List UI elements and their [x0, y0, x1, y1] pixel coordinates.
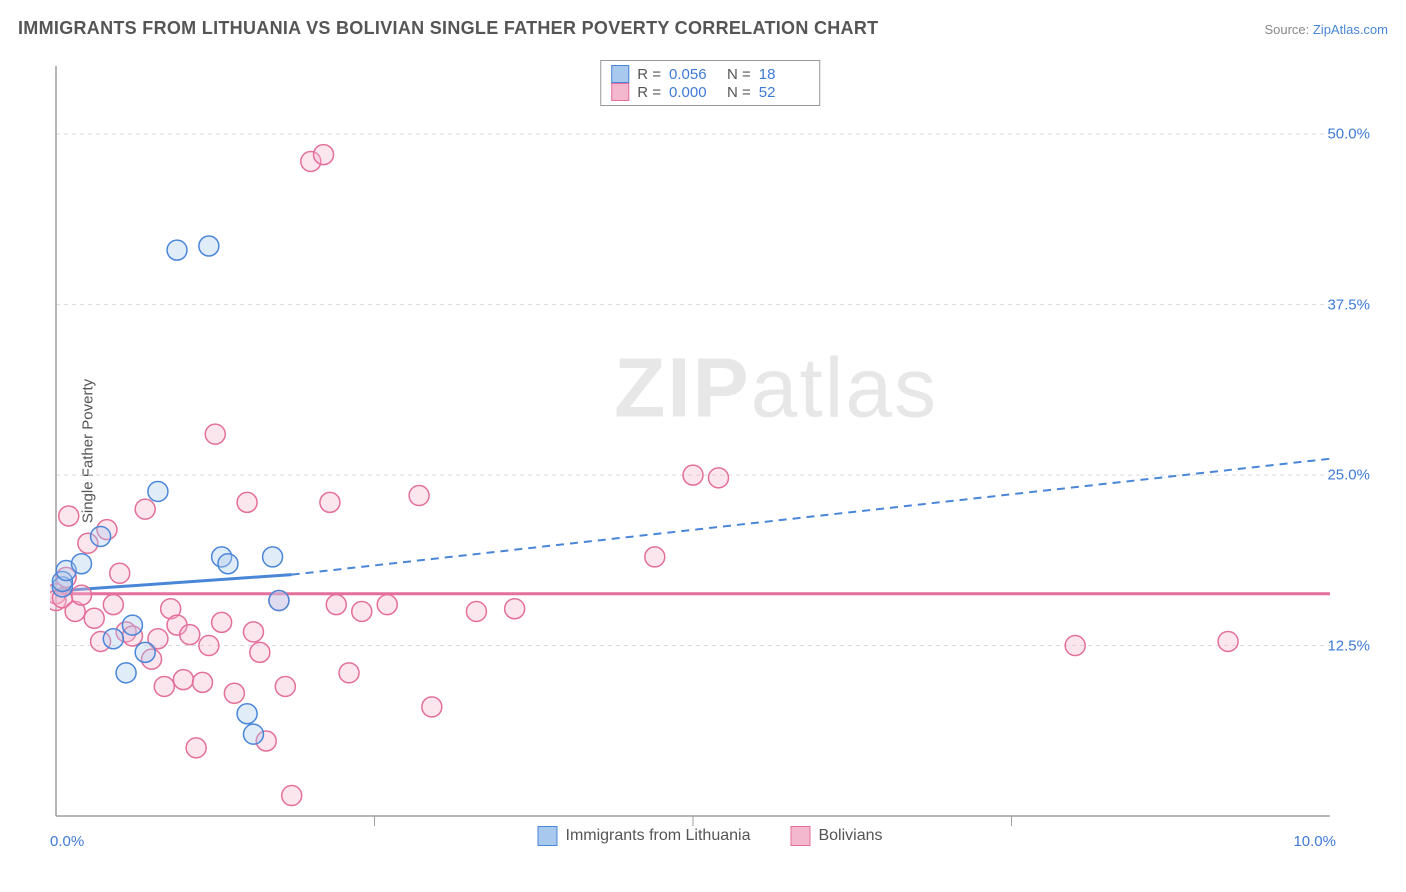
legend-label-lithuania: Immigrants from Lithuania	[566, 827, 751, 845]
x-tick-min: 0.0%	[50, 833, 84, 850]
source-attribution: Source: ZipAtlas.com	[1264, 22, 1388, 37]
legend-item-lithuania: Immigrants from Lithuania	[538, 826, 751, 846]
legend-swatch-bolivians	[790, 826, 810, 846]
title-bar: IMMIGRANTS FROM LITHUANIA VS BOLIVIAN SI…	[18, 18, 1388, 39]
series-legend: Immigrants from Lithuania Bolivians	[538, 826, 883, 846]
legend-swatch-bolivians	[611, 83, 629, 101]
legend-item-bolivians: Bolivians	[790, 826, 882, 846]
r-value-lithuania: 0.056	[669, 66, 719, 83]
legend-swatch-lithuania	[538, 826, 558, 846]
legend-row-bolivians: R = 0.000 N = 52	[611, 83, 809, 101]
plot-area: Single Father Poverty ZIPatlas R = 0.056…	[50, 56, 1370, 846]
scatter-chart-svg	[50, 56, 1370, 846]
y-tick: 25.0%	[1327, 467, 1370, 484]
r-label: R =	[637, 66, 661, 83]
n-value-lithuania: 18	[759, 66, 809, 83]
n-label: N =	[727, 66, 751, 83]
source-prefix: Source:	[1264, 22, 1312, 37]
x-tick-max: 10.0%	[1293, 833, 1336, 850]
n-label: N =	[727, 84, 751, 101]
correlation-legend: R = 0.056 N = 18 R = 0.000 N = 52	[600, 60, 820, 106]
source-link[interactable]: ZipAtlas.com	[1313, 22, 1388, 37]
y-tick: 37.5%	[1327, 296, 1370, 313]
r-label: R =	[637, 84, 661, 101]
r-value-bolivians: 0.000	[669, 84, 719, 101]
legend-row-lithuania: R = 0.056 N = 18	[611, 65, 809, 83]
n-value-bolivians: 52	[759, 84, 809, 101]
y-tick: 12.5%	[1327, 637, 1370, 654]
chart-title: IMMIGRANTS FROM LITHUANIA VS BOLIVIAN SI…	[18, 18, 878, 39]
legend-swatch-lithuania	[611, 65, 629, 83]
y-tick: 50.0%	[1327, 126, 1370, 143]
legend-label-bolivians: Bolivians	[818, 827, 882, 845]
